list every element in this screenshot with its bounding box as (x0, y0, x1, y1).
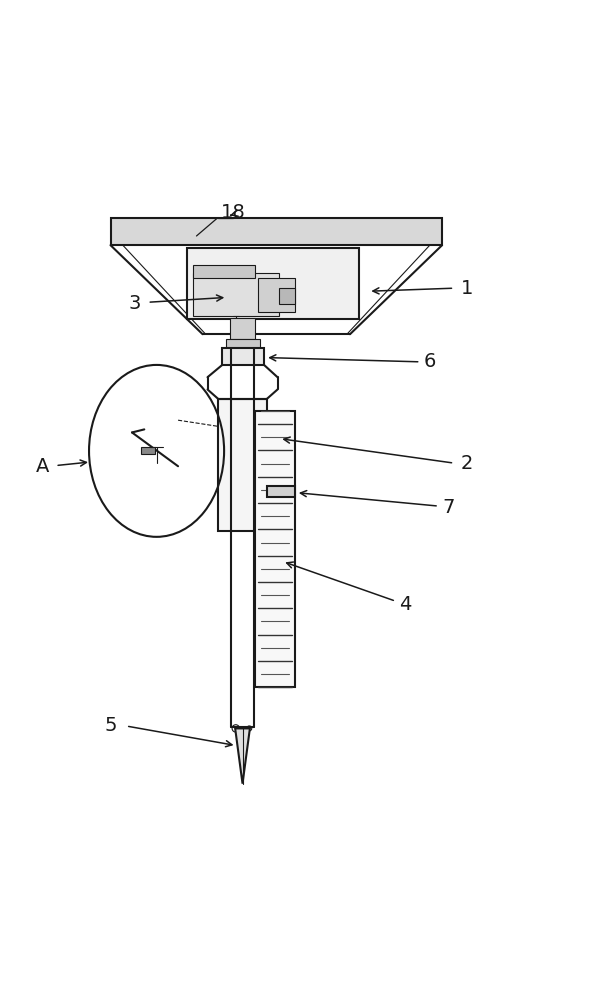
Bar (255, 411, 295, 687)
Bar (218, 399, 267, 531)
Text: 2: 2 (460, 454, 473, 473)
Text: 7: 7 (442, 498, 454, 517)
Polygon shape (235, 728, 250, 784)
Bar (258, 278, 295, 312)
Bar (193, 273, 279, 316)
Text: 1: 1 (460, 279, 473, 298)
Bar (279, 288, 295, 304)
Bar (226, 339, 260, 348)
Bar (111, 218, 442, 245)
Text: 4: 4 (399, 595, 411, 614)
Bar (187, 248, 359, 319)
Bar (222, 348, 264, 365)
Text: 18: 18 (221, 203, 246, 222)
Text: 5: 5 (104, 716, 117, 735)
Bar (267, 486, 295, 497)
Bar (230, 318, 255, 339)
Bar (141, 447, 155, 454)
Text: 3: 3 (129, 294, 141, 313)
Text: 6: 6 (424, 352, 436, 371)
Text: A: A (36, 457, 50, 476)
Bar (193, 265, 255, 278)
